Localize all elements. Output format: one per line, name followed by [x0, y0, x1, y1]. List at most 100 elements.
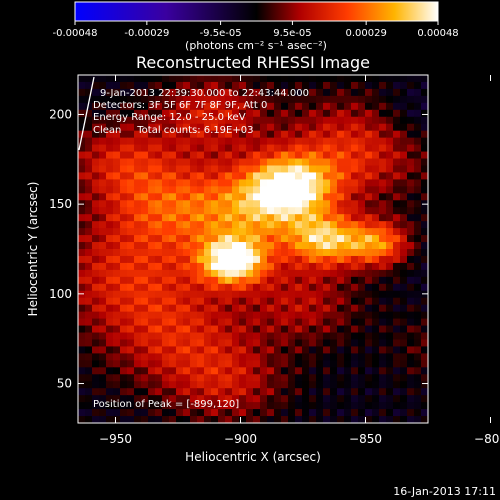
heatmap-cell: [197, 262, 205, 271]
heatmap-cell: [113, 137, 121, 146]
heatmap-cell: [246, 235, 254, 243]
heatmap-cell: [99, 75, 107, 83]
heatmap-cell: [92, 360, 100, 368]
heatmap-cell: [85, 214, 93, 222]
heatmap-cell: [232, 75, 240, 83]
heatmap-cell: [414, 186, 422, 194]
heatmap-cell: [302, 179, 310, 187]
heatmap-cell: [218, 262, 226, 271]
heatmap-cell: [162, 242, 170, 250]
heatmap-cell: [337, 360, 345, 368]
heatmap-cell: [309, 151, 317, 160]
heatmap-cell: [330, 242, 338, 250]
heatmap-cell: [253, 123, 261, 132]
heatmap-cell: [162, 318, 170, 327]
heatmap-cell: [134, 297, 142, 306]
heatmap-cell: [344, 276, 352, 285]
heatmap-cell: [351, 88, 359, 97]
heatmap-cell: [127, 290, 135, 299]
heatmap-cell: [365, 416, 373, 423]
heatmap-cell: [155, 151, 163, 160]
heatmap-cell: [351, 228, 359, 236]
heatmap-cell: [400, 221, 408, 229]
heatmap-cell: [127, 137, 135, 146]
heatmap-cell: [330, 95, 338, 104]
heatmap-cell: [99, 332, 107, 341]
heatmap-cell: [148, 262, 156, 271]
heatmap-cell: [155, 221, 163, 229]
heatmap-cell: [323, 235, 331, 243]
heatmap-cell: [78, 123, 86, 132]
heatmap-cell: [106, 102, 114, 111]
heatmap-cell: [351, 346, 359, 354]
heatmap-cell: [386, 186, 394, 194]
heatmap-cell: [407, 409, 415, 417]
heatmap-cell: [218, 255, 226, 264]
heatmap-cell: [344, 311, 352, 320]
heatmap-cell: [379, 116, 387, 125]
heatmap-cell: [407, 151, 415, 160]
heatmap-cell: [211, 130, 219, 139]
heatmap-cell: [414, 416, 422, 423]
heatmap-cell: [400, 395, 408, 403]
heatmap-cell: [127, 249, 135, 257]
heatmap-cell: [92, 402, 100, 410]
heatmap-cell: [134, 137, 142, 146]
heatmap-cell: [414, 360, 422, 368]
heatmap-cell: [372, 221, 380, 229]
heatmap-cell: [358, 179, 366, 187]
heatmap-cell: [113, 255, 121, 264]
heatmap-cell: [274, 255, 282, 264]
heatmap-cell: [281, 158, 289, 167]
heatmap-cell: [246, 353, 254, 361]
heatmap-cell: [309, 228, 317, 236]
heatmap-cell: [85, 325, 93, 334]
heatmap-cell: [99, 158, 107, 167]
heatmap-cell: [155, 367, 163, 375]
heatmap-cell: [183, 304, 191, 313]
heatmap-cell: [253, 235, 261, 243]
heatmap-cell: [218, 186, 226, 194]
heatmap-cell: [176, 290, 184, 299]
heatmap-cell: [358, 339, 366, 348]
heatmap-cell: [400, 416, 408, 423]
heatmap-cell: [267, 374, 275, 382]
heatmap-cell: [232, 221, 240, 229]
heatmap-cell: [316, 158, 324, 167]
y-axis-label: Heliocentric Y (arcsec): [26, 182, 40, 317]
heatmap-cell: [260, 255, 268, 264]
heatmap-cell: [358, 297, 366, 306]
heatmap-cell: [365, 81, 373, 90]
heatmap-cell: [197, 144, 205, 153]
heatmap-cell: [106, 297, 114, 306]
heatmap-cell: [400, 186, 408, 194]
heatmap-cell: [239, 130, 247, 139]
heatmap-cell: [281, 214, 289, 222]
heatmap-cell: [113, 221, 121, 229]
heatmap-cell: [176, 130, 184, 139]
heatmap-cell: [204, 172, 212, 180]
heatmap-cell: [155, 81, 163, 90]
heatmap-cell: [344, 95, 352, 104]
heatmap-cell: [197, 311, 205, 320]
heatmap-cell: [358, 416, 366, 423]
heatmap-cell: [99, 276, 107, 285]
heatmap-cell: [204, 409, 212, 417]
heatmap-cell: [407, 367, 415, 375]
heatmap-cell: [274, 193, 282, 201]
heatmap-cell: [120, 360, 128, 368]
heatmap-cell: [218, 402, 226, 410]
heatmap-cell: [204, 325, 212, 334]
heatmap-cell: [183, 283, 191, 292]
heatmap-cell: [393, 186, 401, 194]
heatmap-cell: [211, 144, 219, 153]
heatmap-cell: [211, 374, 219, 382]
heatmap-cell: [323, 228, 331, 236]
heatmap-cell: [274, 130, 282, 139]
heatmap-cell: [85, 172, 93, 180]
heatmap-cell: [330, 290, 338, 299]
heatmap-cell: [183, 402, 191, 410]
heatmap-cell: [344, 144, 352, 153]
heatmap-cell: [85, 381, 93, 389]
heatmap-cell: [414, 409, 422, 417]
